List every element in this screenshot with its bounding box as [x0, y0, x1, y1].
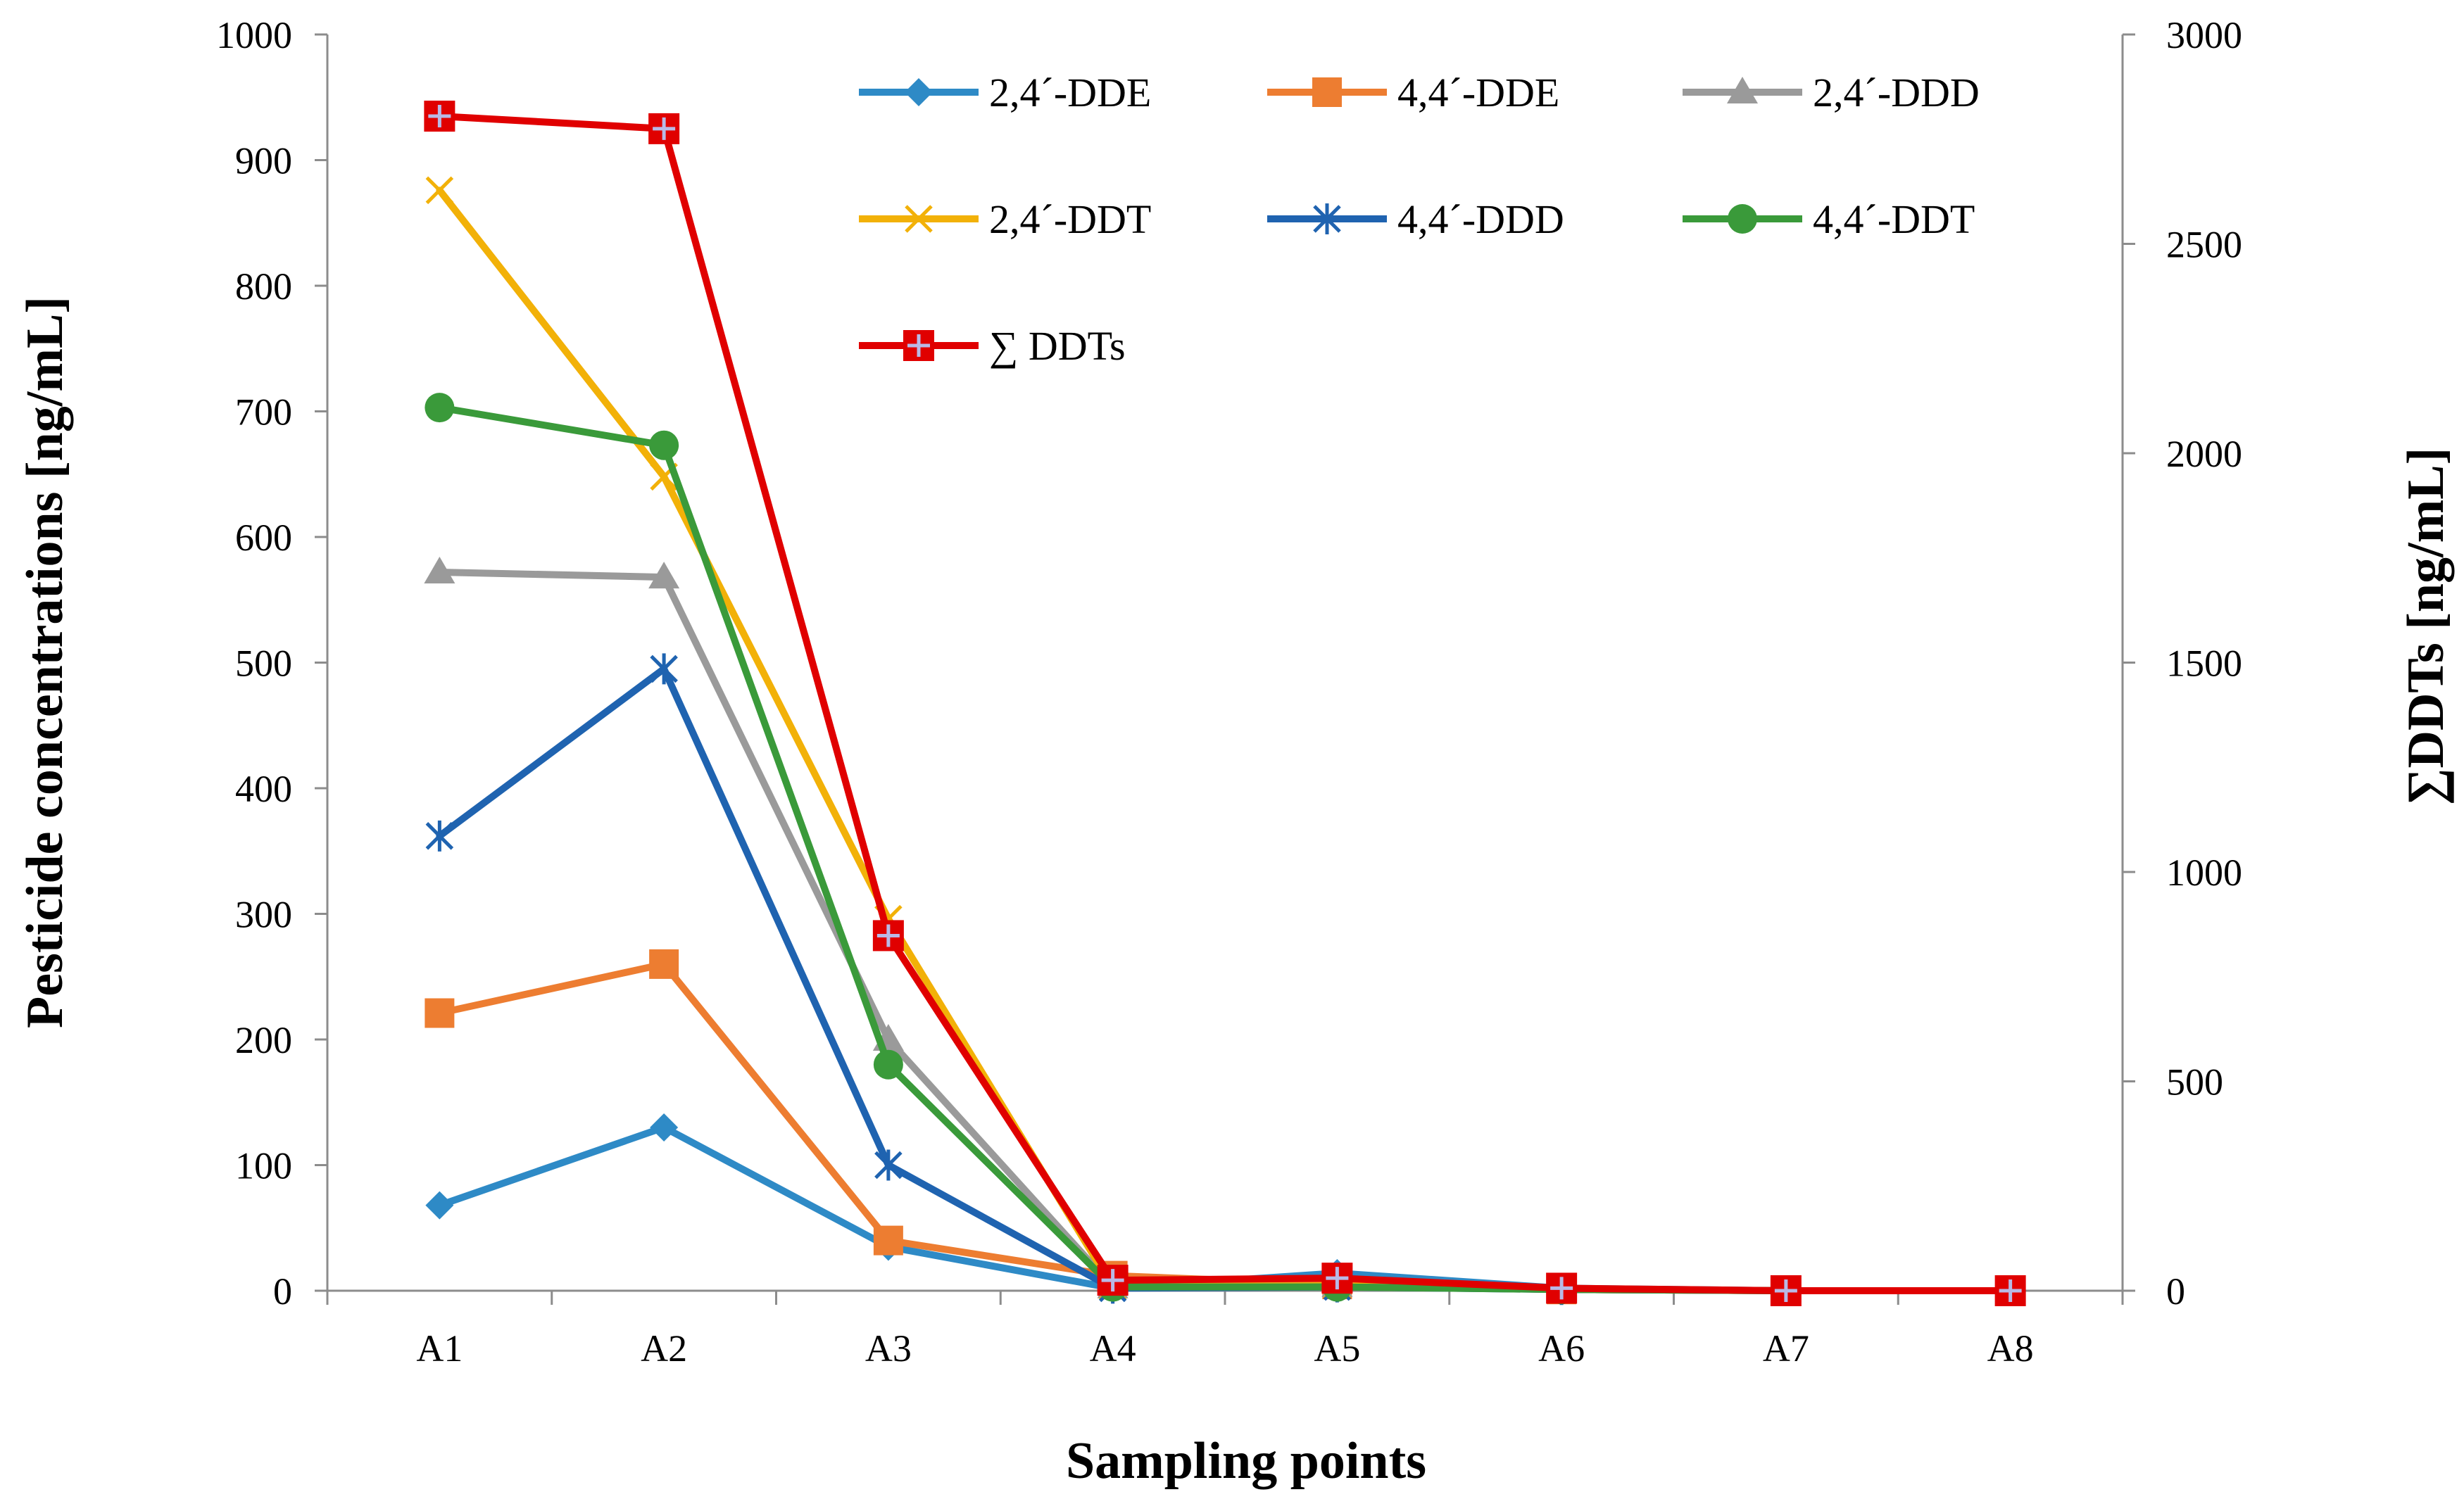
series-layer [424, 101, 2026, 1306]
data-point [425, 176, 454, 205]
data-point [650, 1113, 679, 1142]
x-tick-label: A8 [1987, 1327, 2034, 1370]
x-tick-label: A5 [1314, 1327, 1360, 1370]
series-6 [424, 101, 2026, 1306]
series-line [436, 1123, 2014, 1294]
y-ticks-right: 0 500 1000 1500 2000 2500 3000 [2123, 14, 2242, 1313]
data-point [1994, 1275, 2026, 1306]
data-point [650, 653, 678, 685]
data-point [1097, 1265, 1129, 1296]
legend-item: 2,4´-DDD [1683, 70, 1980, 115]
legend-label: 4,4´-DDT [1813, 196, 1975, 242]
y-tick-label: 900 [235, 140, 292, 182]
legend-marker [1728, 204, 1757, 234]
y-tick-label: 700 [235, 391, 292, 434]
y2-tick-label: 1500 [2166, 643, 2242, 685]
series-5 [425, 393, 2025, 1305]
series-line [436, 113, 2014, 1294]
y2-tick-label: 1000 [2166, 852, 2242, 894]
y2-tick-label: 500 [2166, 1061, 2223, 1104]
y2-axis-title: ∑DDTs [ng/mL] [2397, 448, 2455, 806]
y-tick-label: 400 [235, 768, 292, 810]
legend-label: 4,4´-DDE [1397, 70, 1559, 115]
x-tick-label: A6 [1538, 1327, 1585, 1370]
x-tick-label: A4 [1090, 1327, 1136, 1370]
legend-label: ∑ DDTs [989, 323, 1126, 369]
y-tick-label: 100 [235, 1145, 292, 1187]
legend: 2,4´-DDE 4,4´-DDE 2,4´-DDD 2,4´-DDT 4,4´-DDD… [859, 70, 1980, 369]
x-tick-label: A3 [865, 1327, 912, 1370]
legend-marker [1313, 203, 1341, 234]
x-ticks: A1 A2 A3 A4 A5 A6 A7 A8 [326, 1291, 2124, 1370]
data-point [1321, 1263, 1353, 1294]
legend-marker [903, 330, 934, 361]
data-point [648, 113, 680, 144]
legend-marker [905, 78, 933, 106]
y-tick-label: 500 [235, 643, 292, 685]
legend-label: 4,4´-DDD [1397, 196, 1564, 242]
data-point [873, 1049, 903, 1080]
y-tick-label: 300 [235, 894, 292, 936]
data-point [425, 998, 455, 1028]
legend-label: 2,4´-DDT [989, 196, 1151, 242]
legend-item: 4,4´-DDD [1267, 196, 1564, 242]
x-tick-label: A2 [641, 1327, 687, 1370]
x-tick-label: A1 [416, 1327, 463, 1370]
legend-item: ∑ DDTs [859, 323, 1126, 369]
legend-label: 2,4´-DDE [989, 70, 1151, 115]
legend-label: 2,4´-DDD [1813, 70, 1980, 115]
data-point [649, 430, 679, 460]
data-point [425, 393, 455, 423]
y2-tick-label: 3000 [2166, 14, 2242, 56]
data-point [873, 1225, 903, 1256]
y-tick-label: 200 [235, 1019, 292, 1061]
data-point [425, 1191, 454, 1220]
x-tick-label: A7 [1763, 1327, 1809, 1370]
y-tick-label: 1000 [216, 14, 292, 56]
data-point [1770, 1275, 1802, 1306]
legend-marker [1312, 77, 1342, 107]
data-point [1546, 1272, 1578, 1304]
y2-tick-label: 2000 [2166, 433, 2242, 475]
legend-item: 2,4´-DDE [859, 70, 1151, 115]
data-point [424, 556, 455, 583]
y2-tick-label: 2500 [2166, 224, 2242, 266]
y-ticks-left: 0 100 200 300 400 500 600 700 800 900 1000 [216, 14, 327, 1313]
legend-item: 2,4´-DDT [859, 196, 1151, 242]
series-line [436, 404, 2014, 1294]
data-point [424, 101, 455, 132]
y-tick-label: 800 [235, 265, 292, 308]
y-tick-label: 600 [235, 517, 292, 559]
legend-item: 4,4´-DDT [1683, 196, 1975, 242]
y-tick-label: 0 [273, 1270, 292, 1313]
legend-item: 4,4´-DDE [1267, 70, 1559, 115]
data-point [425, 820, 454, 852]
y2-tick-label: 0 [2166, 1270, 2185, 1313]
data-point [649, 949, 679, 979]
series-4 [425, 653, 2025, 1306]
y-axis-title: Pesticide concentrations [ng/mL] [16, 296, 74, 1028]
data-point [648, 562, 680, 589]
legend-marker [905, 205, 933, 233]
data-point [874, 1149, 903, 1181]
legend-marker [1727, 77, 1758, 103]
data-point [872, 920, 904, 952]
x-axis-title: Sampling points [1066, 1432, 1426, 1490]
